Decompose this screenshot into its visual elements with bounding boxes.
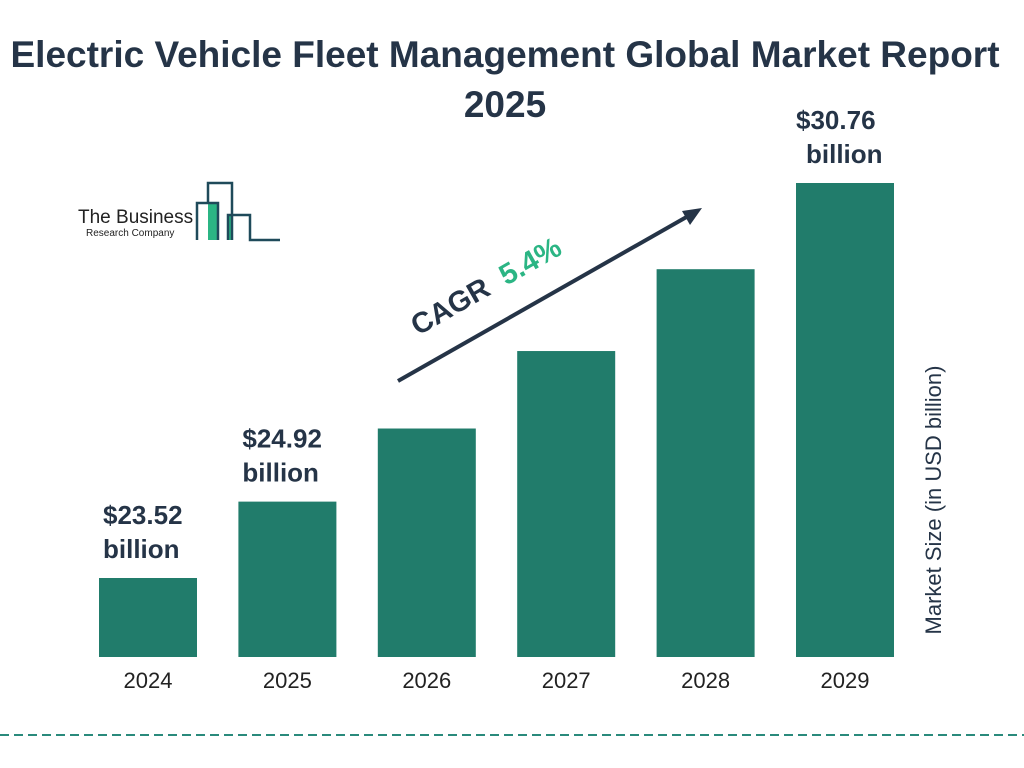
bar-2027 <box>517 351 616 657</box>
bar-2025 <box>238 501 337 657</box>
logo-bar-icon <box>228 215 233 240</box>
svg-text:CAGR 5.4%: CAGR 5.4% <box>406 231 568 342</box>
chart-title: Electric Vehicle Fleet Management Global… <box>10 34 1000 125</box>
x-tick-label: 2024 <box>124 668 173 693</box>
logo-buildings-icon <box>195 181 280 242</box>
logo-line1: The Business <box>78 207 193 228</box>
x-tick-label: 2028 <box>681 668 730 693</box>
logo-bar-icon <box>208 203 218 240</box>
bar-2026 <box>377 428 476 657</box>
data-label-value: $24.92 <box>242 424 322 454</box>
cagr-arrow-line <box>397 213 691 383</box>
cagr-arrow-head-icon <box>682 208 702 225</box>
x-tick-label: 2029 <box>821 668 870 693</box>
bar-2024 <box>99 578 197 657</box>
logo: The Business Research Company <box>78 181 280 242</box>
y-axis-label: Market Size (in USD billion) <box>921 366 946 635</box>
data-label-value: $23.52 <box>103 500 183 530</box>
x-tick-label: 2025 <box>263 668 312 693</box>
data-label-value: $30.76 <box>796 105 876 135</box>
x-tick-label: 2027 <box>542 668 591 693</box>
data-label-unit: billion <box>806 139 883 169</box>
x-tick-label: 2026 <box>402 668 451 693</box>
bar-2029 <box>796 183 894 657</box>
logo-line2: Research Company <box>86 228 174 239</box>
cagr-value: 5.4% <box>494 231 567 292</box>
data-label-unit: billion <box>103 534 180 564</box>
data-label-unit: billion <box>242 458 319 488</box>
bar-2028 <box>656 269 755 657</box>
